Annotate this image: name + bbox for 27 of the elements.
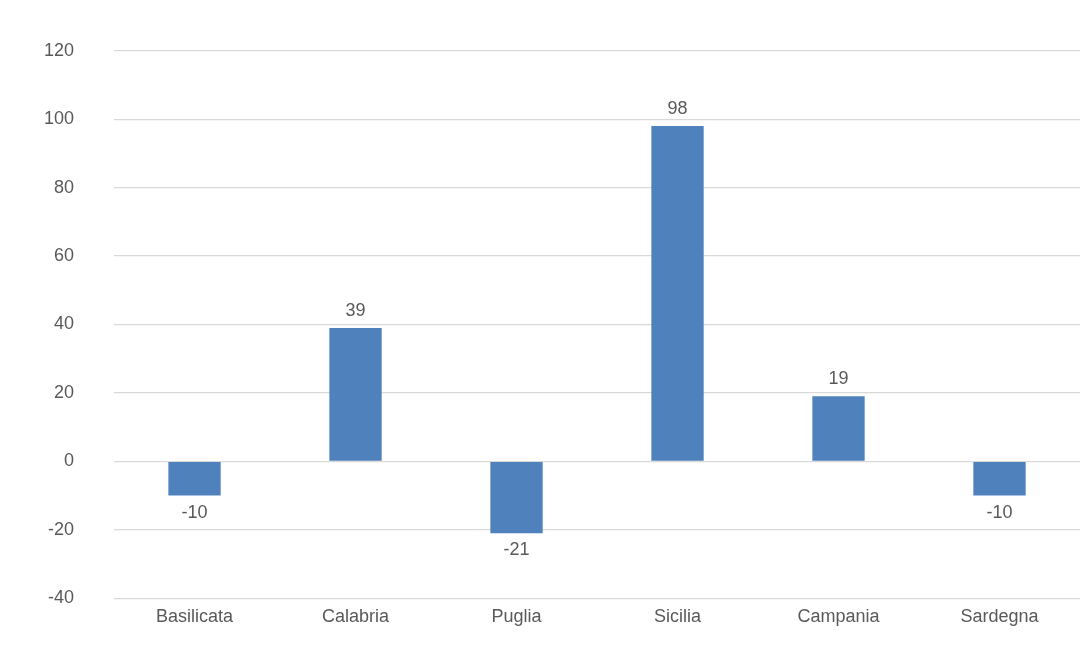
- x-tick-label: Campania: [797, 605, 881, 626]
- bar: [651, 126, 704, 461]
- y-tick-label: 120: [43, 39, 75, 60]
- bar: [329, 327, 382, 461]
- data-label: -10: [181, 501, 208, 522]
- bar: [812, 396, 865, 461]
- data-label: -21: [503, 539, 530, 560]
- bar: [168, 462, 221, 496]
- x-tick-label: Basilicata: [156, 605, 235, 626]
- y-tick-label: -20: [48, 518, 75, 539]
- data-label: 98: [667, 98, 688, 119]
- x-tick-label: Calabria: [322, 605, 391, 626]
- data-label: -10: [986, 501, 1013, 522]
- y-tick-label: 40: [54, 313, 75, 334]
- data-label: 39: [345, 299, 366, 320]
- bar: [973, 462, 1026, 496]
- y-tick-label: 60: [54, 245, 75, 266]
- y-tick-label: 80: [54, 176, 75, 197]
- y-tick-label: 100: [43, 108, 75, 129]
- y-tick-label: -40: [48, 587, 75, 608]
- data-label: 19: [828, 368, 849, 389]
- x-tick-label: Sardegna: [960, 605, 1040, 626]
- x-tick-label: Sicilia: [654, 605, 703, 626]
- bar: [490, 462, 543, 534]
- y-tick-label: 20: [54, 381, 75, 402]
- x-tick-label: Puglia: [491, 605, 543, 626]
- y-tick-label: 0: [64, 450, 75, 471]
